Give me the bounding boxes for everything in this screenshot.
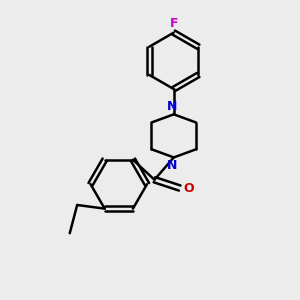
Text: F: F [169,17,178,30]
Text: O: O [183,182,194,194]
Text: N: N [167,100,178,113]
Text: N: N [167,159,178,172]
